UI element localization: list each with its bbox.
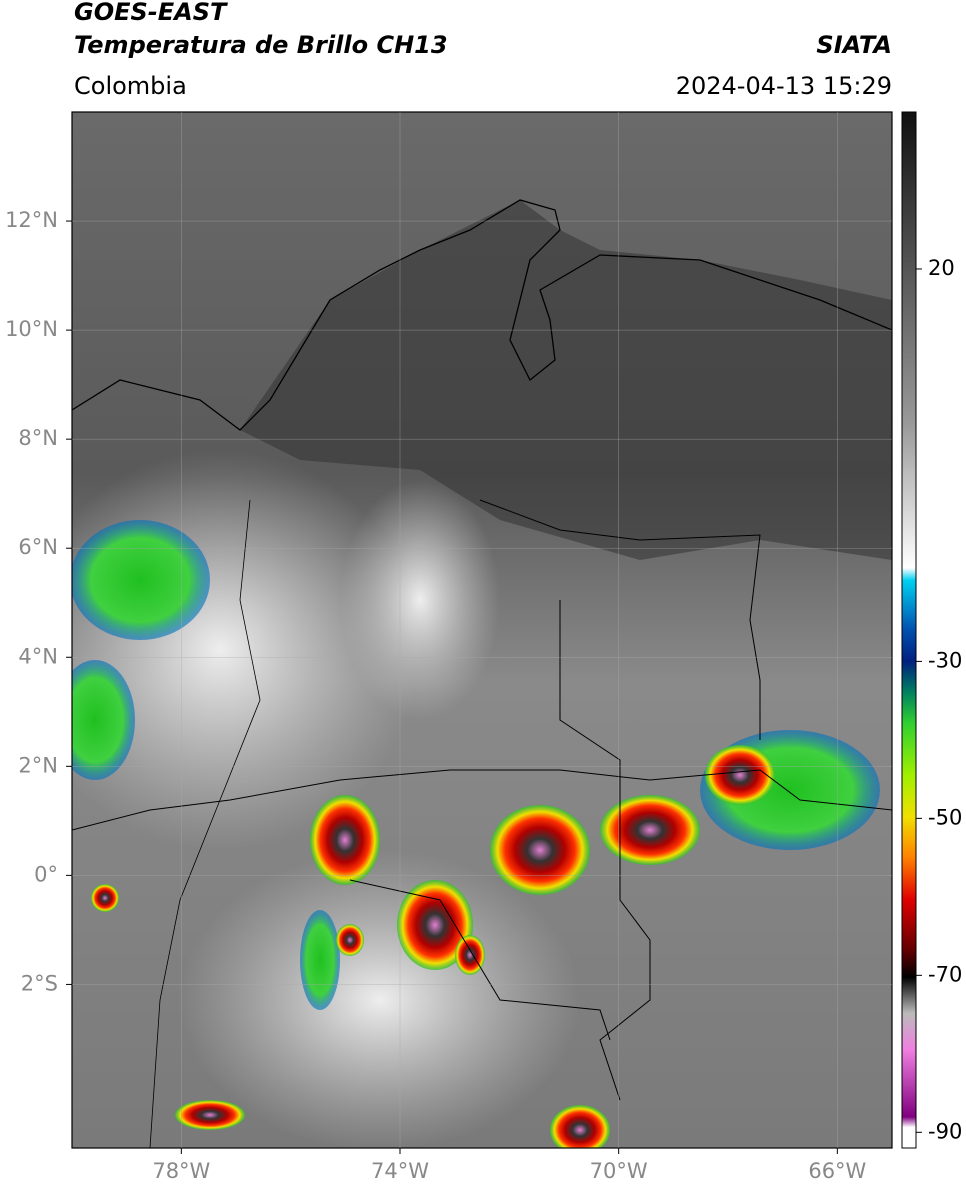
x-tick-label: 74°W (371, 1159, 429, 1183)
y-tick-label: 12°N (5, 208, 58, 232)
y-tick-label: 4°N (18, 644, 58, 668)
colorbar-tick-label: -50 (928, 805, 962, 829)
colorbar-tick-label: -70 (928, 962, 962, 986)
colorbar-tick-label: -30 (928, 648, 962, 672)
subtitle: Temperatura de Brillo CH13 (74, 31, 448, 59)
source: SIATA (816, 31, 892, 59)
y-tick-label: 10°N (5, 317, 58, 341)
x-tick-label: 66°W (808, 1159, 866, 1183)
satellite-image (72, 112, 892, 1148)
y-tick-label: 0° (34, 862, 58, 886)
colorbar (901, 111, 917, 1149)
datetime: 2024-04-13 15:29 (676, 72, 892, 100)
y-tick-label: 2°S (21, 971, 58, 995)
y-tick-label: 8°N (18, 426, 58, 450)
y-tick-label: 2°N (18, 753, 58, 777)
x-tick-label: 70°W (590, 1159, 648, 1183)
region: Colombia (74, 72, 187, 100)
y-tick-label: 6°N (18, 535, 58, 559)
map-frame (71, 111, 893, 1149)
colorbar-tick-label: -90 (928, 1119, 962, 1143)
x-tick-label: 78°W (152, 1159, 210, 1183)
colorbar-tick-label: 20 (928, 256, 955, 280)
title: GOES-EAST (74, 0, 228, 26)
